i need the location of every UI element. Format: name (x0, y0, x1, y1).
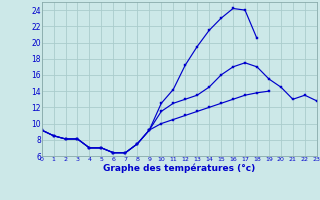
X-axis label: Graphe des températures (°c): Graphe des températures (°c) (103, 163, 255, 173)
